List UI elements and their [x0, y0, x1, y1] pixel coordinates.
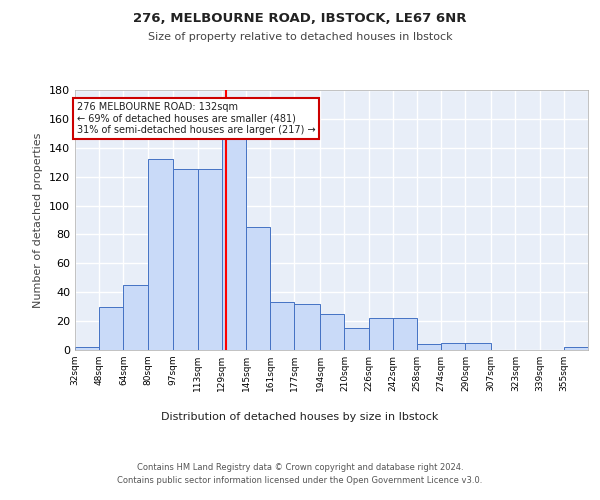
Text: 276 MELBOURNE ROAD: 132sqm
← 69% of detached houses are smaller (481)
31% of sem: 276 MELBOURNE ROAD: 132sqm ← 69% of deta… [77, 102, 315, 135]
Text: 276, MELBOURNE ROAD, IBSTOCK, LE67 6NR: 276, MELBOURNE ROAD, IBSTOCK, LE67 6NR [133, 12, 467, 26]
Text: Distribution of detached houses by size in Ibstock: Distribution of detached houses by size … [161, 412, 439, 422]
Bar [344, 328, 368, 350]
Bar [393, 318, 417, 350]
Bar [124, 285, 148, 350]
Bar [197, 170, 222, 350]
Bar [270, 302, 295, 350]
Text: Contains HM Land Registry data © Crown copyright and database right 2024.: Contains HM Land Registry data © Crown c… [137, 462, 463, 471]
Bar [368, 318, 393, 350]
Bar [99, 306, 124, 350]
Bar [246, 227, 270, 350]
Bar [295, 304, 320, 350]
Text: Contains public sector information licensed under the Open Government Licence v3: Contains public sector information licen… [118, 476, 482, 485]
Bar [320, 314, 344, 350]
Bar [441, 343, 466, 350]
Bar [75, 347, 99, 350]
Bar [466, 343, 491, 350]
Y-axis label: Number of detached properties: Number of detached properties [34, 132, 43, 308]
Text: Size of property relative to detached houses in Ibstock: Size of property relative to detached ho… [148, 32, 452, 42]
Bar [417, 344, 441, 350]
Bar [148, 160, 173, 350]
Bar [564, 347, 588, 350]
Bar [173, 170, 197, 350]
Bar [222, 136, 246, 350]
